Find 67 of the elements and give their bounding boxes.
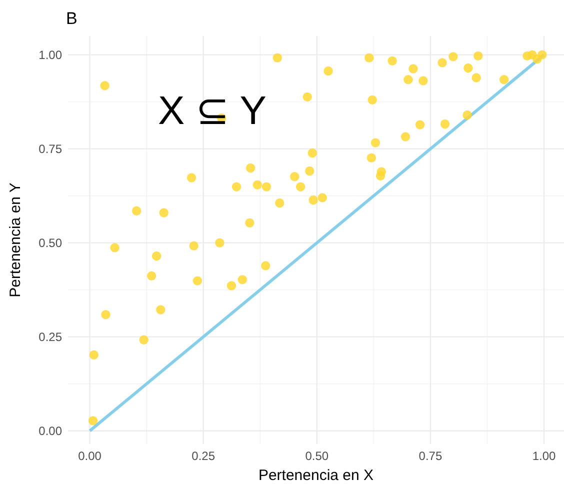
point bbox=[110, 243, 120, 252]
x-tick-label: 0.75 bbox=[418, 449, 442, 463]
point bbox=[159, 208, 168, 218]
point bbox=[400, 132, 410, 142]
chart-title: B bbox=[66, 9, 78, 28]
point bbox=[100, 81, 110, 90]
point bbox=[132, 206, 142, 216]
point bbox=[89, 350, 98, 360]
point bbox=[474, 51, 483, 61]
point bbox=[139, 335, 148, 344]
point bbox=[408, 64, 418, 74]
point bbox=[308, 148, 317, 158]
y-tick-label: 0.00 bbox=[38, 424, 62, 438]
x-tick-label: 0.25 bbox=[192, 449, 216, 463]
point bbox=[318, 193, 327, 202]
point bbox=[438, 58, 447, 68]
point bbox=[462, 110, 472, 120]
point bbox=[366, 153, 376, 162]
point bbox=[152, 251, 162, 261]
x-tick-label: 0.00 bbox=[78, 449, 102, 463]
y-tick-label: 0.50 bbox=[38, 236, 62, 250]
annotation: X ⊆ Y bbox=[158, 89, 266, 133]
point bbox=[370, 138, 380, 148]
point bbox=[499, 75, 509, 84]
point bbox=[418, 76, 428, 86]
point bbox=[302, 92, 312, 102]
point bbox=[246, 163, 256, 173]
y-tick-label: 0.75 bbox=[38, 142, 62, 156]
x-tick-label: 1.00 bbox=[532, 449, 556, 463]
point bbox=[272, 53, 282, 62]
point bbox=[192, 276, 202, 286]
y-axis-title: Pertenencia en Y bbox=[7, 182, 24, 298]
x-axis-title: Pertenencia en X bbox=[258, 467, 374, 484]
point bbox=[448, 52, 458, 62]
point bbox=[472, 73, 481, 82]
y-tick-label: 1.00 bbox=[38, 48, 62, 62]
point bbox=[260, 261, 270, 270]
point bbox=[245, 218, 254, 228]
x-tick-label: 0.50 bbox=[305, 449, 329, 463]
point bbox=[440, 119, 450, 129]
point bbox=[156, 305, 166, 314]
point bbox=[415, 120, 425, 130]
point bbox=[368, 95, 377, 105]
point bbox=[404, 75, 413, 84]
point bbox=[232, 182, 242, 192]
point bbox=[376, 171, 386, 180]
point bbox=[275, 198, 284, 208]
point bbox=[215, 238, 224, 248]
point bbox=[305, 166, 314, 176]
point bbox=[226, 281, 236, 290]
point bbox=[388, 56, 397, 66]
point bbox=[262, 182, 272, 192]
point bbox=[308, 195, 318, 205]
y-tick-label: 0.25 bbox=[38, 330, 62, 344]
point bbox=[324, 66, 333, 76]
point bbox=[238, 275, 248, 284]
point bbox=[538, 50, 547, 60]
point bbox=[88, 416, 98, 426]
point bbox=[252, 180, 262, 190]
point bbox=[296, 182, 306, 192]
point bbox=[364, 53, 374, 62]
point bbox=[464, 63, 473, 73]
point bbox=[101, 310, 110, 320]
point bbox=[186, 173, 196, 182]
point bbox=[146, 271, 156, 281]
point bbox=[290, 172, 300, 182]
point bbox=[189, 241, 198, 250]
